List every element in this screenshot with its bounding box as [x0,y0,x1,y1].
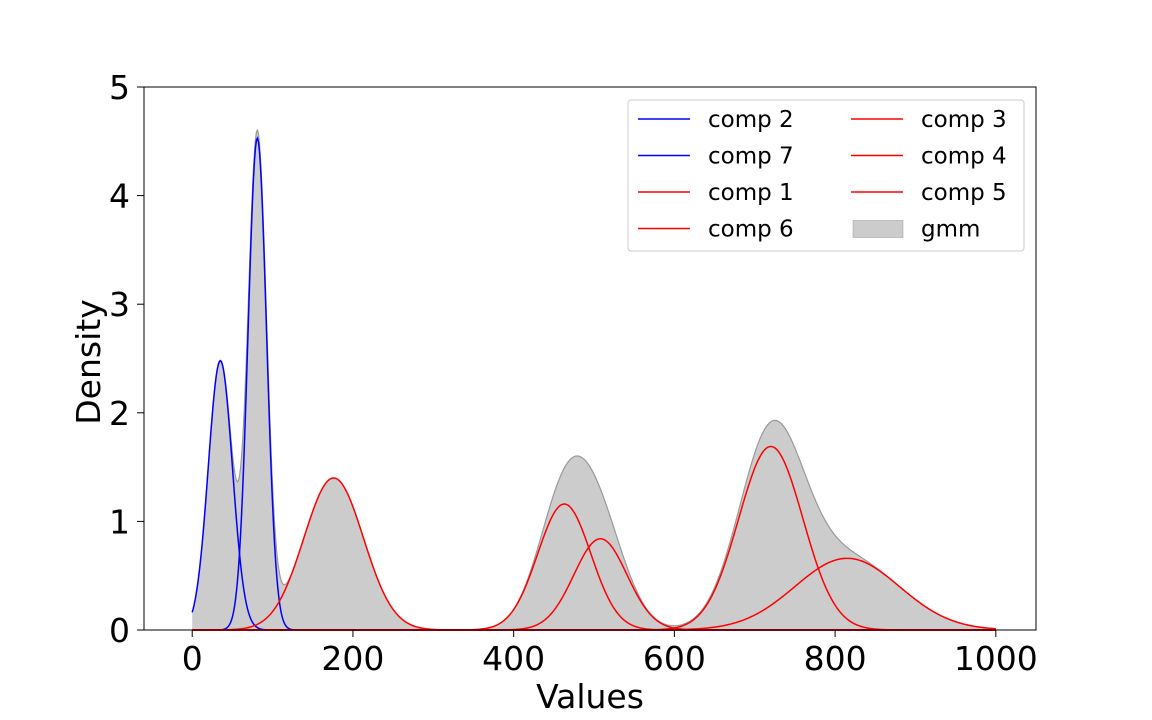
legend: comp 2 comp 7 comp 1 comp 6 comp 3 comp 4 comp… [627,99,1025,252]
legend-label: comp 3 [921,107,1007,133]
x-axis-label: Values [536,677,644,716]
legend-item-comp-5: comp 5 [851,180,1007,206]
legend-label: comp 7 [708,144,794,170]
x-axis: 0 200 400 600 800 1000 [182,630,1038,678]
legend-item-comp-3: comp 3 [851,107,1007,133]
x-tick-label: 0 [182,639,203,678]
x-tick-label: 800 [804,639,867,678]
y-tick-label: 5 [109,68,130,107]
legend-label: comp 5 [921,180,1007,206]
y-tick-label: 3 [109,285,130,324]
y-tick-label: 1 [109,502,130,541]
axes-frame [143,86,1037,631]
legend-label: comp 1 [708,180,794,206]
legend-label: gmm [921,217,980,243]
legend-item-comp-2: comp 2 [638,107,794,133]
legend-label: comp 6 [708,217,794,243]
y-tick-label: 2 [109,394,130,433]
legend-item-comp-4: comp 4 [851,144,1007,170]
legend-item-comp-6: comp 6 [638,217,794,243]
legend-item-gmm: gmm [852,217,980,243]
legend-swatch [852,220,904,238]
y-tick-label: 0 [109,611,130,650]
legend-label: comp 4 [921,144,1007,170]
y-axis: 0 1 2 3 4 5 [109,68,144,650]
x-tick-label: 400 [482,639,545,678]
x-tick-label: 200 [321,639,384,678]
y-axis-label: Density [69,299,108,424]
series-gmm-area [192,130,996,631]
legend-box [627,99,1025,252]
legend-label: comp 2 [708,107,794,133]
legend-item-comp-7: comp 7 [638,144,794,170]
y-tick-label: 4 [109,177,130,216]
x-tick-label: 1000 [954,639,1038,678]
legend-item-comp-1: comp 1 [638,180,794,206]
x-tick-label: 600 [643,639,706,678]
